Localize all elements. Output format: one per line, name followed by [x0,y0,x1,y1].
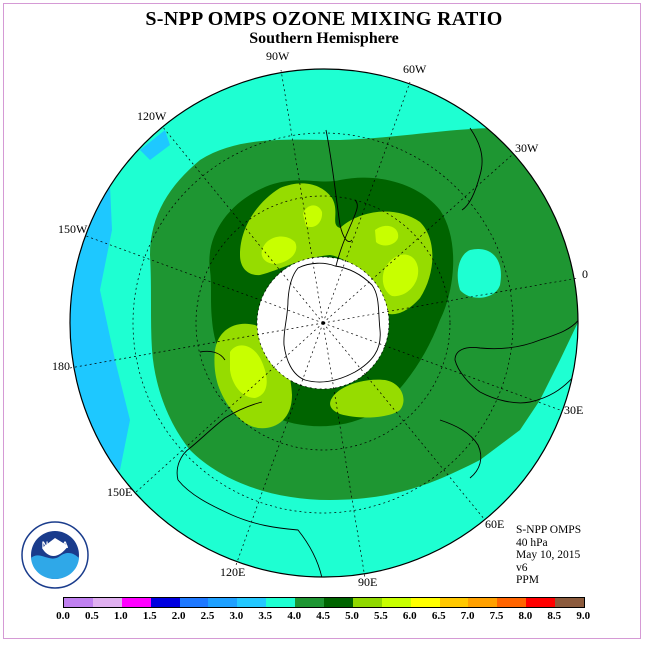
colorbar-tick-label: 8.5 [547,610,562,622]
colorbar-tick-label: 6.5 [431,610,446,622]
colorbar-tick-label: 4.0 [287,610,302,622]
colorbar-tick-label: 0.5 [85,610,99,622]
field-lime-2 [303,205,323,228]
ozone-field [70,69,578,577]
field-lime-5 [230,345,267,398]
colorbar-tick-label: 8.0 [518,610,533,622]
colorbar-swatch [208,598,238,607]
colorbar [63,597,586,608]
colorbar-tick-label: 9.0 [576,610,591,622]
lon-label-0: 0 [582,267,588,281]
lon-label-180: 180 [52,359,70,373]
lon-label-60e: 60E [485,517,504,531]
info-level: 40 hPa [516,536,548,549]
field-lime-1 [261,236,297,264]
colorbar-swatch [497,598,527,607]
colorbar-tick-label: 5.5 [374,610,388,622]
lon-label-60w: 60W [403,62,427,76]
noaa-logo-text: NOAA [42,540,69,550]
lon-label-90e: 90E [358,575,377,589]
map-subtitle: Southern Hemisphere [249,30,399,47]
colorbar-swatch [295,598,325,607]
colorbar-swatch [468,598,498,607]
colorbar-tick-label: 0.0 [56,610,70,622]
map-title: S-NPP OMPS OZONE MIXING RATIO [145,8,503,30]
lon-label-150w: 150W [58,222,88,236]
colorbar-swatch [92,598,122,607]
colorbar-tick-label: 5.0 [345,610,359,622]
field-light-blue-small [140,130,170,160]
colorbar-tick-label: 3.5 [258,610,273,622]
colorbar-tick-label: 2.0 [171,610,186,622]
map-border [69,68,579,578]
colorbar-tick-label: 2.5 [200,610,215,622]
pole-dot [322,321,326,325]
field-lime-3 [375,225,399,246]
noaa-logo: NOAA [21,521,89,589]
field-cyan-blob [457,248,501,298]
info-units: PPM [516,574,540,587]
field-lime-4 [382,254,419,297]
colorbar-tick-label: 7.0 [460,610,475,622]
colorbar-swatch [381,598,411,607]
colorbar-swatch [179,598,209,607]
colorbar-tick-label: 1.5 [142,610,157,622]
colorbar-swatch [555,598,585,607]
colorbar-swatch [526,598,556,607]
colorbar-swatch [150,598,180,607]
info-date: May 10, 2015 [516,549,581,562]
colorbar-tick-label: 6.0 [402,610,417,622]
figure-frame [3,3,641,639]
colorbar-swatch [121,598,151,607]
info-instrument: S-NPP OMPS [516,524,582,536]
lon-label-120e: 120E [220,565,245,579]
colorbar-tick-label: 3.0 [229,610,244,622]
map-info: S-NPP OMPS 40 hPa May 10, 2015 v6 PPM [516,524,581,587]
field-yellow-green-lower [330,379,404,418]
colorbar-swatch [352,598,382,607]
lon-label-120w: 120W [137,109,167,123]
colorbar-swatch [410,598,440,607]
colorbar-tick-label: 4.5 [316,610,330,622]
colorbar-swatch [439,598,469,607]
lon-label-30e: 30E [564,403,583,417]
colorbar-tick-label: 1.0 [113,610,128,622]
meridians [69,69,579,579]
lon-label-30w: 30W [515,141,539,155]
colorbar-swatch [237,598,267,607]
colorbar-ticks: 0.0 0.5 1.0 1.5 2.0 2.5 3.0 3.5 4.0 4.5 5.0 5.5 6.0 6… [0,610,648,626]
info-version: v6 [516,561,528,574]
lon-label-90w: 90W [266,49,290,63]
longitude-labels: 90W 60W 30W 0 30E 60E 90E 120E 150E 180 … [52,49,588,589]
colorbar-swatch [266,598,296,607]
colorbar-tick-label: 7.5 [489,610,504,622]
latitude-circles [132,132,514,514]
colorbar-swatch [64,598,93,607]
coastlines [176,127,578,577]
colorbar-swatch [324,598,353,607]
lon-label-150e: 150E [107,485,132,499]
